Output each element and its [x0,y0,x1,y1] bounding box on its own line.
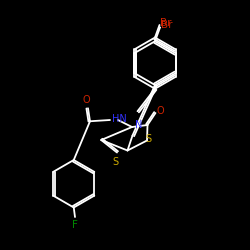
Text: Br: Br [160,18,172,28]
Text: O: O [157,106,164,116]
Text: N: N [135,120,142,130]
Text: Br: Br [160,20,172,30]
Text: HN: HN [112,114,127,124]
Text: O: O [82,95,90,105]
Text: S: S [113,157,119,167]
Text: F: F [72,220,78,230]
Text: S: S [145,134,151,144]
